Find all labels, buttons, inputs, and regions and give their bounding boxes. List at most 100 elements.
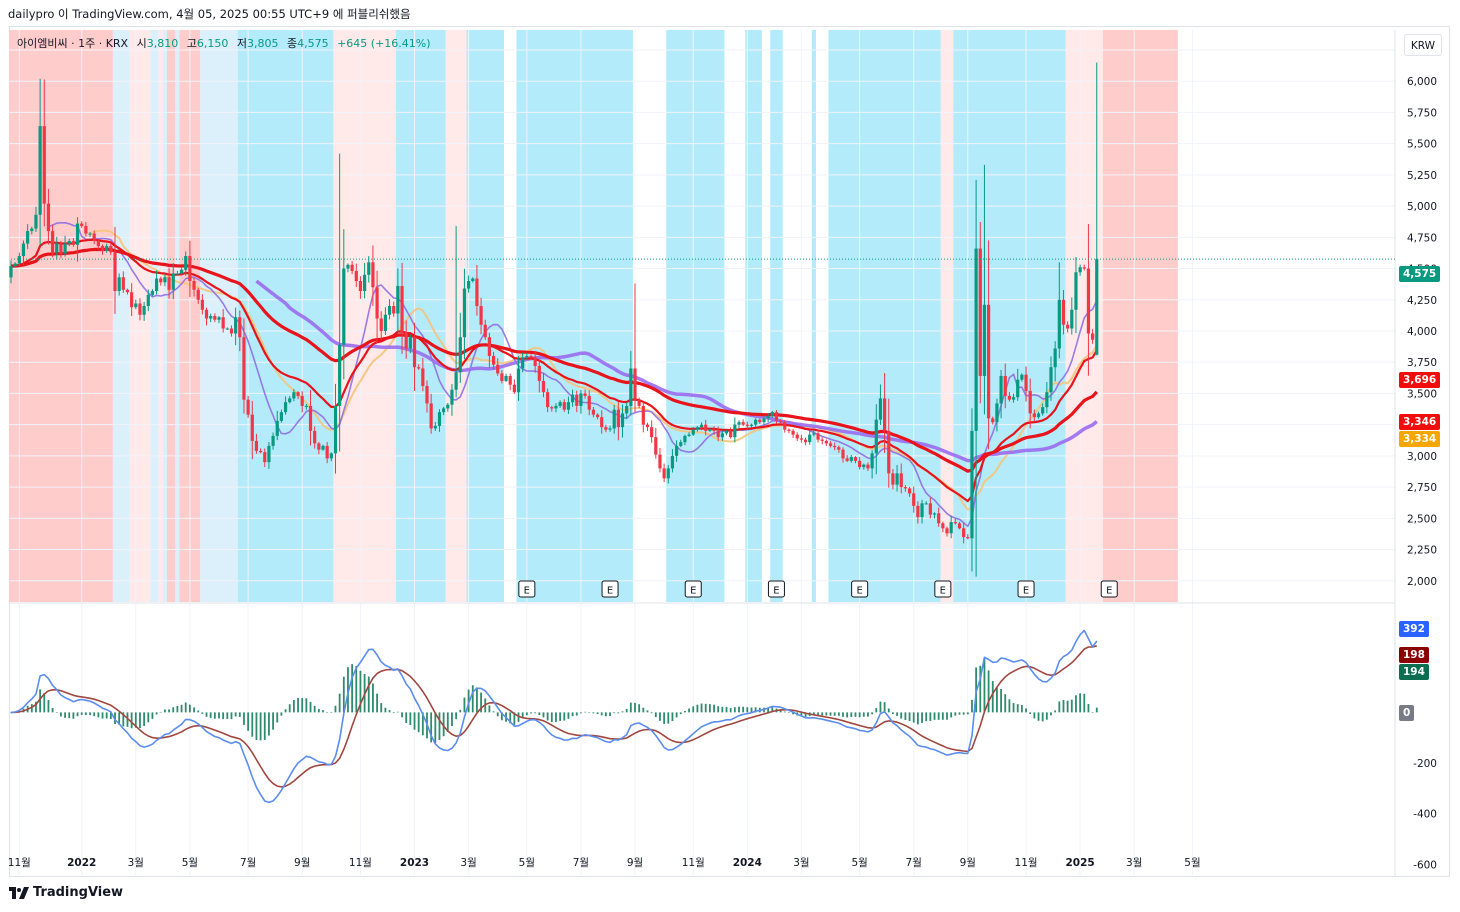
macd-histogram-bar xyxy=(401,712,403,718)
candle-body xyxy=(658,454,662,469)
candle xyxy=(533,350,537,373)
macd-histogram-bar xyxy=(996,687,998,713)
macd-histogram-bar xyxy=(900,712,903,719)
candle xyxy=(171,263,175,300)
candle-body xyxy=(51,231,55,253)
candle xyxy=(42,79,46,227)
macd-histogram-bar xyxy=(950,712,953,718)
candle-body xyxy=(213,316,217,320)
candle-body xyxy=(387,306,392,315)
candle-body xyxy=(629,368,633,406)
candle xyxy=(583,389,587,399)
candle-body xyxy=(816,433,820,440)
macd-histogram-bar xyxy=(1012,703,1015,713)
macd-histogram-bar xyxy=(1050,712,1052,716)
candle xyxy=(995,398,999,432)
candle xyxy=(741,419,745,427)
candle xyxy=(749,423,754,428)
candle xyxy=(292,389,296,402)
earnings-marker: E xyxy=(767,580,785,598)
candle xyxy=(525,352,529,360)
candle xyxy=(1091,329,1095,344)
candle-body xyxy=(333,405,338,454)
candle-body xyxy=(229,328,234,334)
macd-histogram-bar xyxy=(517,712,520,722)
symbol-legend: 아이엠비씨 · 1주 · KRX 시3,810 고6,150 저3,805 종4… xyxy=(17,35,431,51)
candle xyxy=(55,236,59,260)
candle xyxy=(729,427,733,439)
macd-histogram-bar xyxy=(916,712,919,725)
candle xyxy=(213,313,217,323)
candle-body xyxy=(21,243,26,257)
candle-body xyxy=(758,419,762,423)
candle-body xyxy=(853,457,858,461)
candle-body xyxy=(808,434,812,443)
macd-histogram-bar xyxy=(788,712,790,713)
background-zones xyxy=(8,30,1178,602)
candle xyxy=(878,384,883,425)
candle-body xyxy=(733,424,737,438)
candle-body xyxy=(1049,367,1053,393)
candle xyxy=(799,434,803,443)
macd-histogram-bar xyxy=(979,665,982,713)
candle xyxy=(375,270,379,344)
candle xyxy=(654,427,658,459)
earnings-box xyxy=(851,580,869,598)
candle xyxy=(1045,382,1049,414)
macd-tag: 392 xyxy=(1399,621,1429,637)
candle xyxy=(754,418,758,427)
candle xyxy=(658,448,662,473)
macd-histogram-bar xyxy=(288,704,291,713)
tradingview-logo-icon xyxy=(9,886,29,899)
candle-body xyxy=(795,434,799,439)
candle-body xyxy=(458,337,462,373)
background-zone xyxy=(770,30,783,602)
candle xyxy=(978,221,982,404)
candle xyxy=(379,311,383,340)
candle-body xyxy=(783,422,787,430)
candle xyxy=(383,307,387,335)
candle xyxy=(325,441,329,464)
candle-body xyxy=(163,277,167,283)
macd-histogram-bar xyxy=(297,697,299,713)
earnings-box xyxy=(767,580,785,598)
candle xyxy=(117,273,121,296)
macd-histogram-bar xyxy=(1016,704,1019,713)
candle-body xyxy=(296,392,300,396)
currency-button[interactable]: KRW xyxy=(1404,34,1442,56)
background-zone xyxy=(158,30,163,602)
candle xyxy=(675,440,679,462)
candle xyxy=(712,426,716,435)
ma-line-purple-thick xyxy=(255,279,1098,463)
candle-body xyxy=(342,268,346,345)
macd-histogram-bar xyxy=(155,712,158,715)
price-tick-label: 3,750 xyxy=(1407,357,1437,369)
candle xyxy=(612,404,616,434)
candle-body xyxy=(662,468,666,479)
candle xyxy=(321,444,325,451)
macd-histogram-bar xyxy=(342,676,345,713)
candle-body xyxy=(970,430,974,539)
candle-body xyxy=(858,460,862,468)
candle-body xyxy=(367,262,371,275)
candle-body xyxy=(974,248,978,431)
macd-histogram-bar xyxy=(754,707,757,713)
candle xyxy=(699,422,704,431)
candle xyxy=(175,270,179,275)
price-tag: 3,334 xyxy=(1399,431,1441,447)
earnings-label: E xyxy=(940,586,946,597)
candle xyxy=(354,263,358,288)
candle xyxy=(329,452,333,462)
candle xyxy=(645,422,650,432)
macd-histogram-bar xyxy=(1075,695,1077,713)
macd-histogram-bar xyxy=(875,708,878,713)
macd-histogram-bar xyxy=(417,712,420,733)
candle-body xyxy=(571,394,575,403)
candle xyxy=(51,224,55,258)
earnings-marker: E xyxy=(1100,580,1118,598)
candle xyxy=(425,380,429,413)
candle xyxy=(816,429,820,443)
candle xyxy=(541,373,546,398)
footer-brand[interactable]: TradingView xyxy=(9,885,123,900)
